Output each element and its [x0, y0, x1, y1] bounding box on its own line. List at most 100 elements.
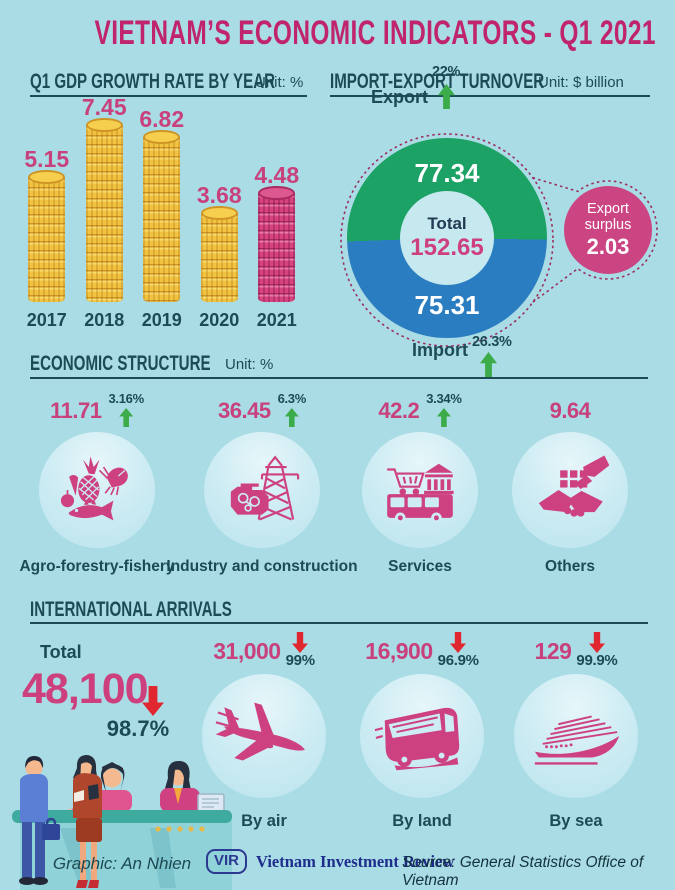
structure-label: Industry and construction	[166, 558, 358, 575]
structure-value: 9.64	[549, 398, 591, 423]
structure-value: 36.45	[218, 398, 271, 423]
structure-section-header: ECONOMIC STRUCTURE Unit: %	[30, 352, 430, 376]
arrivals-value: 129	[534, 638, 572, 664]
up-arrow-icon	[436, 408, 451, 427]
structure-change: 6.3%	[277, 391, 307, 406]
arrivals-underline	[30, 622, 648, 624]
arrivals-change-group: 99.9%	[576, 632, 618, 669]
structure-change-group: 6.3%	[278, 392, 306, 427]
structure-change: 3.16%	[108, 391, 144, 406]
structure-change-group: 3.34%	[426, 391, 462, 427]
structure-value-row: 11.71 3.16%	[50, 391, 144, 427]
handshake-icon	[538, 455, 610, 517]
export-change: 22%	[432, 64, 461, 80]
publisher-logo: VIR Vietnam Investment Review	[206, 849, 454, 874]
arrivals-value-row: 16,900 96.9%	[365, 632, 479, 670]
gdp-unit-label: Unit: %	[255, 74, 304, 91]
bus-icon	[374, 707, 460, 771]
structure-icon-circle	[512, 432, 628, 548]
arrivals-change: 99.9%	[576, 652, 618, 669]
arrivals-total-change: 98.7%	[106, 716, 170, 741]
export-label: Export	[370, 87, 428, 107]
arrivals-change-group: 99%	[286, 632, 315, 669]
donut-hole	[400, 191, 494, 285]
arrivals-item-sea: 129 99.9% By sea	[496, 634, 656, 831]
export-surplus-badge: Export surplus 2.03	[564, 186, 652, 274]
coin-stack-icon	[258, 186, 296, 302]
gdp-section-title: Q1 GDP GROWTH RATE BY YEAR	[30, 70, 276, 93]
gdp-bar-2021: 4.48 2021	[248, 96, 306, 331]
structure-unit-label: Unit: %	[225, 356, 274, 373]
coin-stack-icon	[28, 170, 66, 302]
arrivals-label: By air	[241, 812, 287, 830]
arrivals-value-row: 129 99.9%	[535, 634, 618, 670]
gdp-bar-chart: 5.15 2017 7.45 2018 6.82 2019 3.68 2020 …	[18, 94, 306, 331]
gdp-bar-value: 3.68	[196, 182, 242, 208]
trade-underline	[330, 95, 650, 97]
gdp-bar-year: 2018	[84, 310, 125, 330]
ship-icon	[534, 715, 620, 765]
source-note: Source: General Statistics Office of Vie…	[402, 854, 644, 889]
structure-section-title: ECONOMIC STRUCTURE	[30, 352, 211, 375]
gdp-section-header: Q1 GDP GROWTH RATE BY YEAR Unit: %	[30, 70, 330, 94]
arrivals-value: 16,900	[365, 638, 433, 664]
gdp-bar-value: 4.48	[254, 162, 300, 188]
airplane-icon	[215, 702, 305, 761]
arrivals-total-value: 48,100	[22, 665, 149, 713]
arrivals-label: By land	[392, 812, 452, 830]
arrivals-icon-circle	[202, 674, 326, 798]
structure-underline	[30, 377, 648, 379]
gdp-bar-2020: 3.68 2020	[191, 96, 249, 331]
coin-stack-icon	[85, 118, 123, 302]
structure-label: Agro-forestry-fishery	[19, 558, 175, 575]
arrivals-total-label: Total	[40, 642, 82, 662]
trade-section-title: IMPORT-EXPORT TURNOVER	[330, 70, 545, 93]
arrivals-change-group: 96.9%	[438, 632, 479, 669]
arrivals-section-title: INTERNATIONAL ARRIVALS	[30, 598, 232, 621]
structure-icon-circle	[204, 432, 320, 548]
arrivals-section-header: INTERNATIONAL ARRIVALS	[30, 598, 430, 622]
vir-logo-text: Vietnam Investment Review	[256, 851, 455, 871]
gdp-bar-year: 2021	[256, 310, 297, 330]
arrivals-value-row: 31,000 99%	[213, 632, 315, 670]
up-arrow-icon	[119, 408, 134, 427]
trade-section-header: IMPORT-EXPORT TURNOVER Unit: $ billion	[330, 70, 660, 94]
structure-label: Services	[388, 558, 452, 575]
trade-unit-label: Unit: $ billion	[538, 74, 624, 91]
down-arrow-icon	[292, 632, 308, 653]
arrivals-icon-circle	[514, 674, 638, 798]
arrivals-change: 99%	[285, 652, 315, 669]
structure-value: 11.71	[50, 398, 102, 423]
surplus-label-line1: Export	[587, 201, 629, 217]
graphic-credit: Graphic: An Nhien	[52, 854, 192, 873]
export-value: 77.34	[414, 158, 480, 188]
import-change: 26.3%	[472, 334, 512, 350]
coin-stack-icon	[200, 206, 238, 302]
donut-total-value: 152.65	[410, 234, 484, 261]
gdp-bar-value: 7.45	[81, 94, 127, 120]
structure-value-row: 42.2 3.34%	[378, 391, 462, 427]
arrivals-change: 96.9%	[437, 652, 479, 669]
gdp-bar-year: 2019	[141, 310, 182, 330]
structure-change: 3.34%	[426, 391, 462, 406]
gdp-bar-2018: 7.45 2018	[76, 94, 134, 331]
structure-item-others: 9.64 Others	[485, 392, 655, 576]
industry-icon	[230, 455, 300, 521]
structure-item-industry: 36.45 6.3%	[166, 392, 357, 576]
arrivals-item-air: 31,000 99%	[184, 634, 344, 831]
vir-logo-badge: VIR	[206, 849, 248, 874]
structure-value-row: 9.64	[550, 392, 591, 426]
gdp-bar-2017: 5.15 2017	[18, 96, 76, 331]
page-title: VIETNAM’S ECONOMIC INDICATORS - Q1 2021	[94, 14, 656, 52]
services-icon	[387, 463, 454, 524]
surplus-label-line2: surplus	[584, 217, 632, 233]
structure-icon-circle	[362, 432, 478, 548]
arrivals-value: 31,000	[213, 638, 281, 664]
gdp-underline	[30, 95, 307, 97]
coin-stack-icon	[143, 130, 181, 302]
arrivals-label: By sea	[549, 812, 603, 830]
gdp-bar-year: 2017	[26, 310, 67, 330]
structure-item-agro: 11.71 3.16%	[12, 392, 182, 576]
arrivals-icon-circle	[360, 674, 484, 798]
